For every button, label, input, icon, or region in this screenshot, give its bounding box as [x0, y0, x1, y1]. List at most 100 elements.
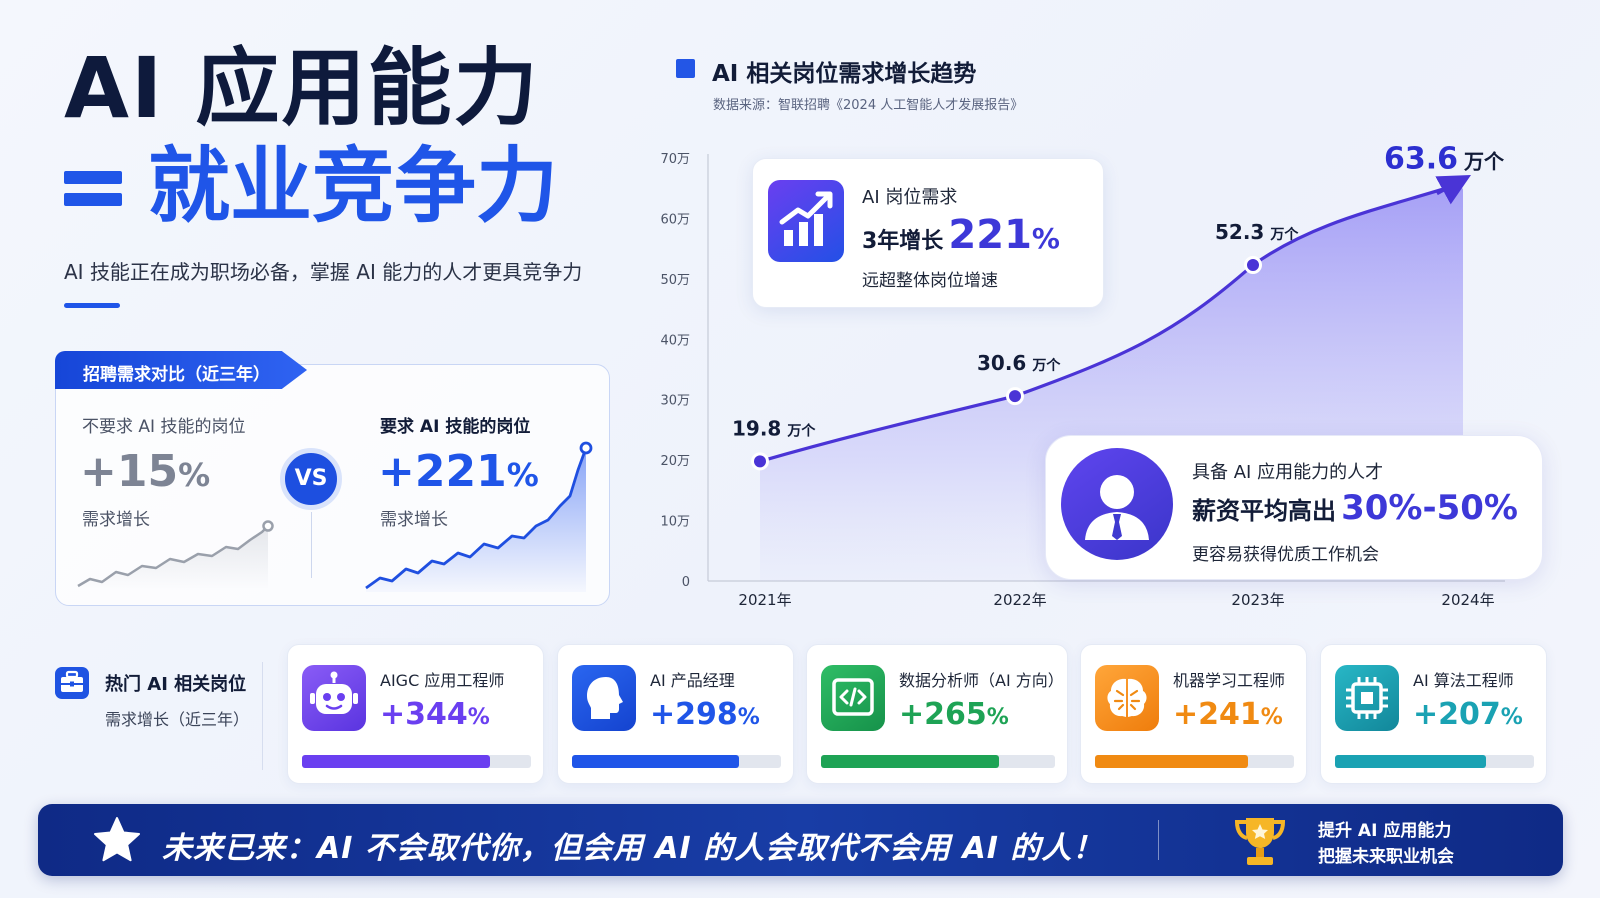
data-label: 19.8 万个	[732, 416, 816, 440]
job-card-ml-engineer: 机器学习工程师 +241%	[1080, 644, 1307, 784]
job-growth-unit: %	[986, 705, 1009, 730]
stat-value: 221	[948, 212, 1032, 258]
y-tick-label: 10万	[660, 515, 690, 530]
growth-chart-icon	[768, 180, 844, 262]
stat-prefix: 3年增长	[862, 229, 944, 254]
talent-value: 30%-50%	[1341, 488, 1518, 528]
job-card-aigc: AIGC 应用工程师 +344%	[287, 644, 544, 784]
hot-jobs-title: 热门 AI 相关岗位	[105, 674, 247, 695]
data-label: 63.6 万个	[1384, 142, 1505, 177]
x-tick-label: 2023年	[1231, 591, 1284, 609]
comparison-right-unit: %	[506, 456, 539, 494]
robot-icon	[302, 665, 366, 731]
hot-jobs-subtitle: 需求增长（近三年）	[105, 710, 250, 729]
data-point	[1244, 255, 1262, 274]
job-growth-unit: %	[1260, 705, 1283, 730]
job-progress-fill	[1335, 755, 1487, 768]
banner-divider	[1158, 820, 1159, 860]
y-tick-label: 40万	[660, 333, 690, 348]
job-progress-fill	[821, 755, 999, 768]
code-icon	[821, 665, 885, 731]
job-progress-track	[1095, 755, 1294, 768]
y-tick-label: 0	[682, 575, 690, 590]
job-card-data-analyst: 数据分析师（AI 方向） +265%	[806, 644, 1068, 784]
talent-line1: 具备 AI 应用能力的人才	[1192, 462, 1384, 483]
x-axis: 2021年 2022年 2023年 2024年	[738, 591, 1494, 609]
demand-line	[759, 185, 1452, 463]
job-growth-unit: %	[737, 705, 760, 730]
chart-title: AI 相关岗位需求增长趋势	[712, 61, 977, 87]
comparison-left-label: 不要求 AI 技能的岗位	[82, 417, 246, 437]
vs-badge: VS	[280, 448, 342, 510]
job-progress-fill	[1095, 755, 1249, 768]
hero-subtitle: 就业竞争力	[64, 139, 559, 234]
job-growth: +344%	[380, 697, 490, 732]
talent-prefix: 薪资平均高出	[1192, 497, 1336, 525]
job-name: 数据分析师（AI 方向）	[899, 671, 1064, 690]
job-card-algorithm-engineer: AI 算法工程师 +207%	[1320, 644, 1547, 784]
talent-note: 更容易获得优质工作机会	[1192, 545, 1379, 565]
comparison-right-sparkline	[365, 441, 593, 592]
comparison-right-number: +221	[378, 446, 507, 497]
hero-subtitle-text: 就业竞争力	[148, 139, 559, 234]
y-tick-label: 20万	[660, 454, 690, 469]
job-name: AI 产品经理	[650, 671, 735, 690]
person-icon	[1061, 448, 1173, 560]
job-progress-track	[302, 755, 531, 768]
job-growth: +207%	[1413, 697, 1523, 732]
hero-description: AI 技能正在成为职场必备，掌握 AI 能力的人才更具竞争力	[64, 260, 583, 284]
x-tick-label: 2024年	[1441, 591, 1494, 609]
job-name: AIGC 应用工程师	[380, 671, 505, 690]
hero-accent-line	[64, 303, 120, 308]
job-growth-number: +344	[380, 697, 468, 732]
data-point	[1006, 387, 1024, 406]
vs-divider	[311, 512, 312, 578]
y-tick-label: 30万	[660, 394, 690, 409]
job-card-product-manager: AI 产品经理 +298%	[557, 644, 794, 784]
briefcase-icon	[55, 667, 89, 699]
data-label: 30.6 万个	[977, 351, 1061, 375]
data-point	[751, 452, 769, 471]
comparison-right-note: 需求增长	[380, 510, 448, 530]
comparison-left-number: +15	[80, 446, 179, 497]
stat-unit: %	[1031, 222, 1060, 255]
head-profile-icon	[572, 665, 636, 731]
comparison-left-sparkline	[77, 520, 274, 590]
data-label: 52.3 万个	[1215, 220, 1299, 244]
job-growth: +241%	[1173, 697, 1283, 732]
stat-growth: 3年增长 221%	[862, 212, 1060, 258]
job-growth-unit: %	[467, 705, 490, 730]
comparison-left-value: +15%	[80, 446, 210, 497]
banner-right-line1: 提升 AI 应用能力	[1318, 821, 1452, 841]
job-progress-track	[572, 755, 781, 768]
job-growth-number: +265	[899, 697, 987, 732]
job-growth-number: +298	[650, 697, 738, 732]
equals-sign-icon	[64, 163, 122, 211]
y-tick-label: 50万	[660, 273, 690, 288]
job-growth-number: +241	[1173, 697, 1261, 732]
star-icon	[94, 817, 140, 862]
stat-line1: AI 岗位需求	[862, 187, 958, 208]
y-tick-label: 70万	[660, 152, 690, 167]
talent-salary: 薪资平均高出 30%-50%	[1192, 488, 1518, 528]
job-progress-fill	[302, 755, 490, 768]
job-growth-number: +207	[1413, 697, 1501, 732]
job-progress-track	[1335, 755, 1534, 768]
data-labels: 19.8 万个 30.6 万个 52.3 万个 63.6 万个	[732, 142, 1505, 441]
trophy-icon	[1234, 818, 1286, 865]
hot-jobs-divider	[262, 662, 263, 770]
comparison-left-note: 需求增长	[82, 510, 150, 530]
data-points	[751, 255, 1262, 471]
chart-title-marker	[676, 59, 695, 78]
comparison-tab: 招聘需求对比（近三年）	[55, 351, 307, 389]
comparison-right-label: 要求 AI 技能的岗位	[380, 417, 531, 437]
job-progress-track	[821, 755, 1055, 768]
slogan-text: 未来已来：AI 不会取代你，但会用 AI 的人会取代不会用 AI 的人！	[162, 831, 1104, 866]
job-growth: +298%	[650, 697, 760, 732]
banner-right-line2: 把握未来职业机会	[1318, 847, 1454, 867]
hero-title: AI 应用能力	[64, 39, 540, 137]
trend-arrow-icon	[1435, 174, 1472, 205]
job-growth: +265%	[899, 697, 1009, 732]
brain-icon	[1095, 665, 1159, 731]
job-progress-fill	[572, 755, 740, 768]
